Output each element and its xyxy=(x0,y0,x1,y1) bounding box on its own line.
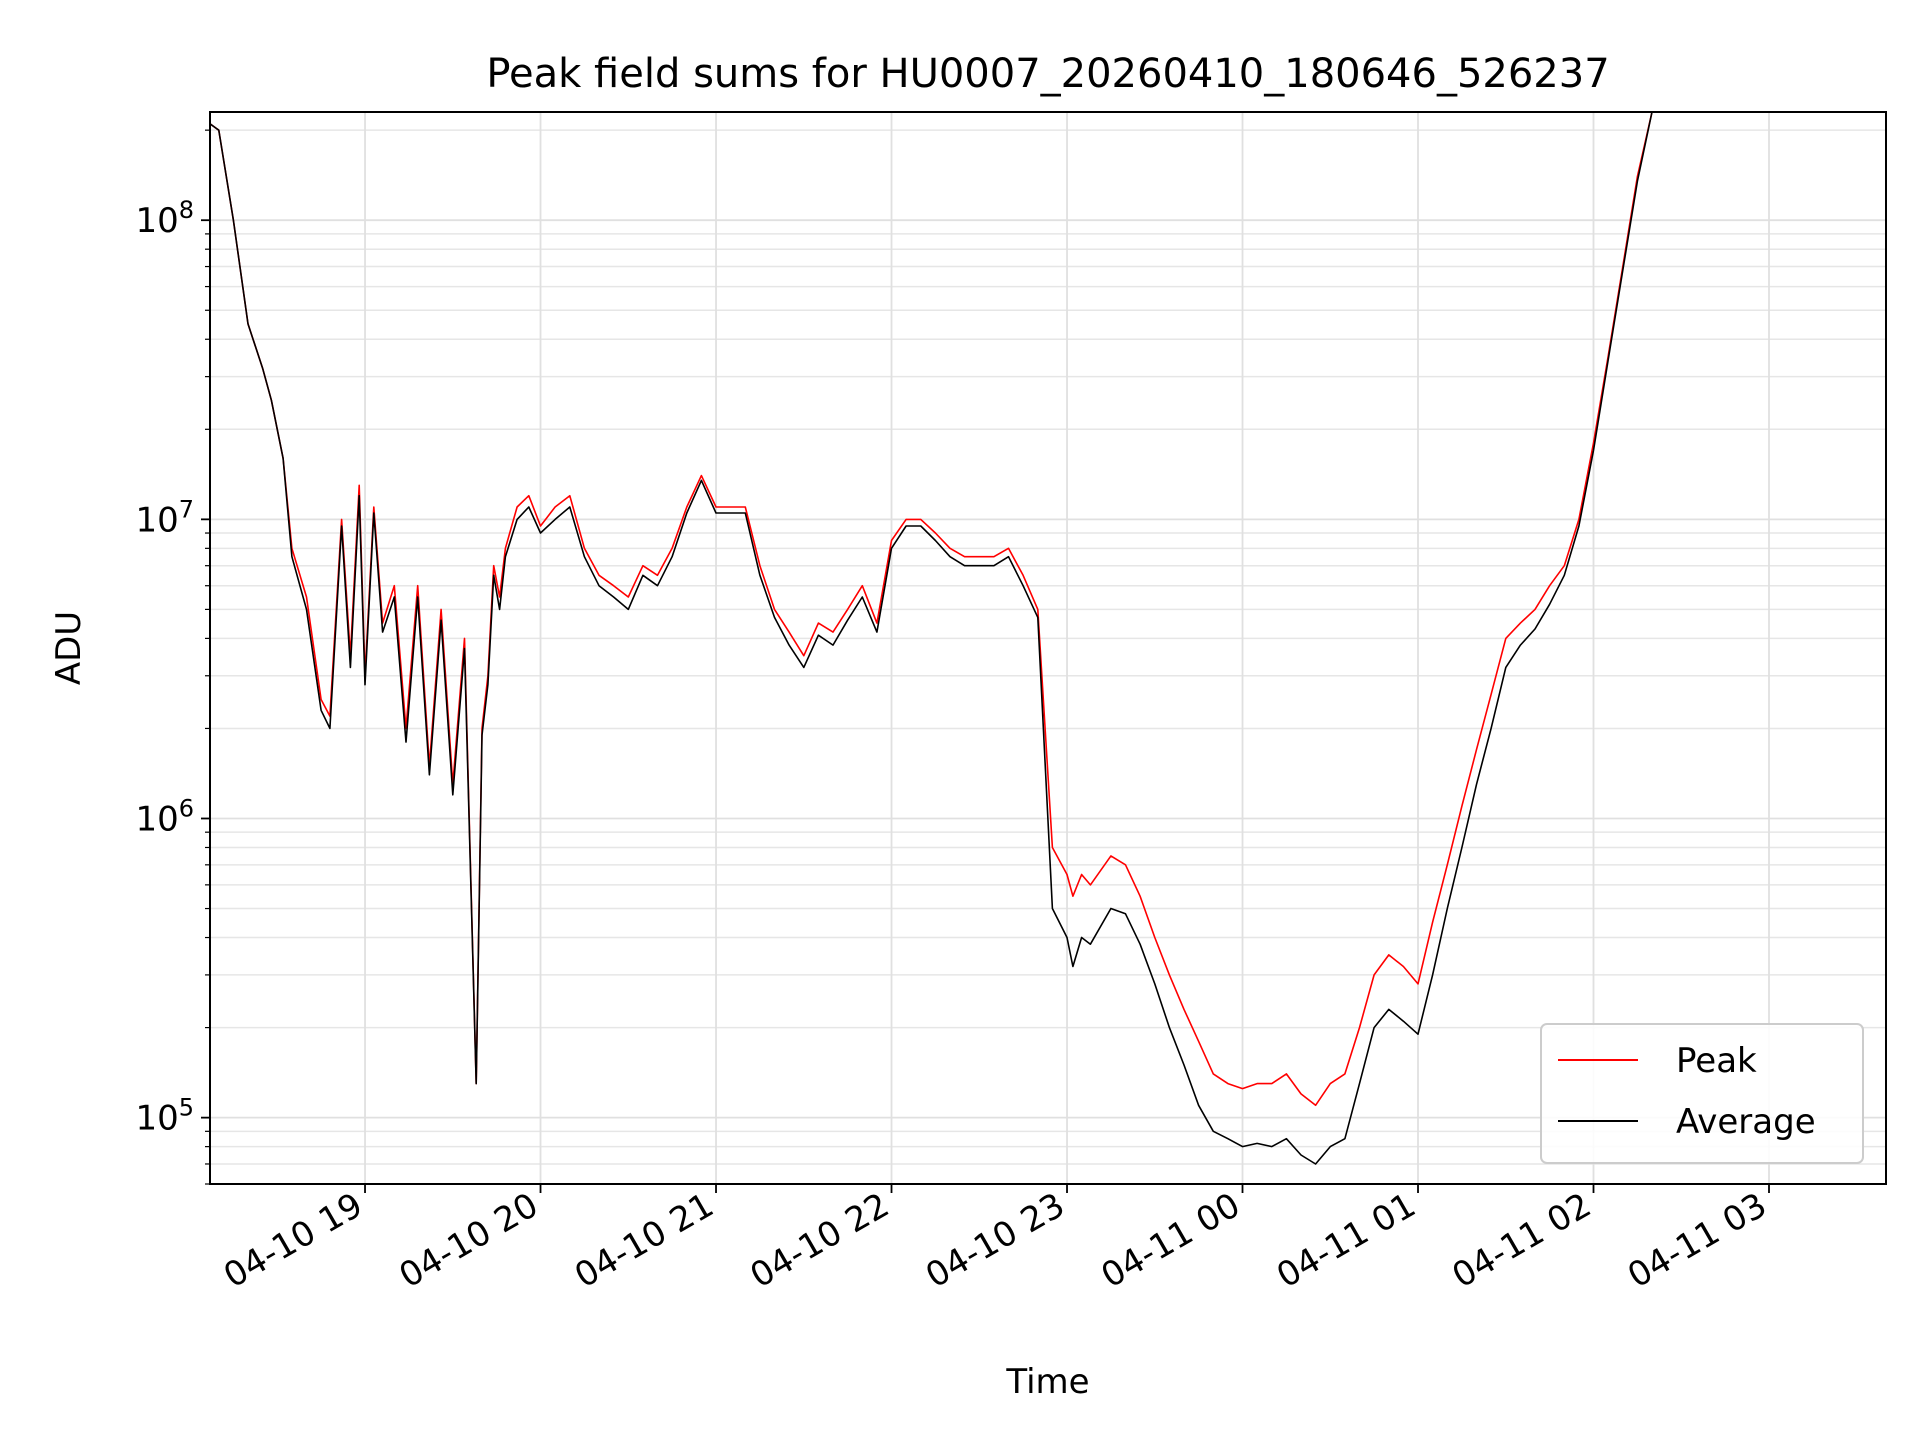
chart-title: Peak field sums for HU0007_20260410_1806… xyxy=(486,51,1609,97)
y-axis: 105 106 107 108 xyxy=(135,129,210,1185)
legend-box xyxy=(1540,1023,1864,1164)
y-tick-label: 106 xyxy=(135,794,194,839)
series-layer xyxy=(209,111,1653,1165)
y-tick-label: 107 xyxy=(135,495,194,540)
legend-label-peak: Peak xyxy=(1676,1041,1757,1081)
series-line-average xyxy=(209,111,1653,1165)
plot-frame xyxy=(209,111,1887,1185)
y-axis-label: ADU xyxy=(49,611,89,685)
grid xyxy=(210,112,1886,1185)
y-tick-label: 105 xyxy=(135,1094,194,1139)
legend: Peak Average xyxy=(1540,1023,1864,1164)
x-axis-label: Time xyxy=(1005,1362,1089,1402)
legend-label-average: Average xyxy=(1676,1102,1816,1142)
series-line-peak xyxy=(209,111,1653,1107)
y-tick-label: 108 xyxy=(135,196,194,241)
